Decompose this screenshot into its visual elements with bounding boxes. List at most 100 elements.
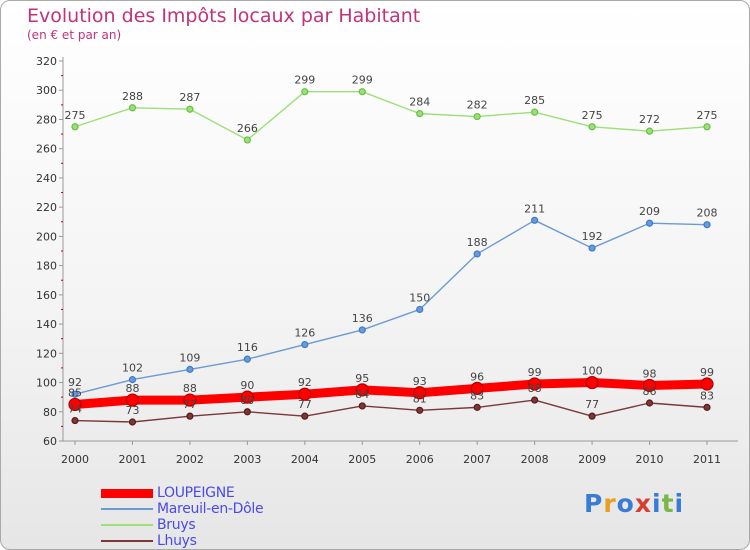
data-point (528, 377, 542, 391)
data-point (125, 393, 140, 407)
data-point (416, 406, 424, 414)
legend-item: Lhuys (101, 533, 263, 549)
logo-letter: r (603, 489, 617, 518)
x-tick-label: 2003 (233, 453, 261, 466)
data-point (358, 402, 366, 410)
legend-swatch (101, 488, 153, 498)
logo-letter: o (616, 489, 635, 518)
data-label: 275 (697, 109, 718, 122)
legend-item: LOUPEIGNE (101, 485, 263, 501)
y-tick-label: 300 (36, 84, 57, 97)
x-tick-label: 2001 (118, 453, 146, 466)
data-label: 209 (639, 205, 660, 218)
data-point (68, 397, 82, 412)
data-point (71, 390, 79, 398)
data-label: 275 (582, 109, 603, 122)
logo-letter: i (674, 489, 685, 518)
data-point (473, 112, 481, 121)
data-point (301, 412, 309, 420)
data-label: 299 (294, 74, 315, 87)
legend: LOUPEIGNE Mareuil-en-Dôle Bruys Lhuys (101, 485, 264, 549)
x-tick-label: 2008 (521, 453, 549, 466)
x-tick-label: 2010 (636, 453, 664, 466)
data-label: 83 (470, 389, 484, 402)
data-label: 93 (413, 375, 427, 388)
data-point (416, 110, 424, 118)
y-tick-label: 280 (36, 113, 57, 126)
data-point (186, 365, 194, 373)
y-tick-label: 140 (36, 318, 57, 331)
legend-label: Mareuil-en-Dôle (157, 501, 264, 517)
x-tick-label: 2011 (693, 453, 721, 466)
data-point (645, 127, 654, 135)
legend-swatch (101, 524, 153, 526)
y-tick-label: 240 (36, 172, 57, 185)
data-point (703, 123, 711, 131)
proxiti-logo: Proxiti (584, 489, 684, 518)
data-label: 77 (298, 398, 312, 411)
data-label: 285 (524, 94, 545, 107)
series-line (70, 378, 712, 409)
data-point (473, 403, 481, 411)
data-label: 88 (183, 382, 197, 395)
data-label: 116 (237, 341, 258, 354)
data-label: 73 (125, 404, 139, 417)
data-point (585, 375, 599, 390)
data-label: 98 (643, 367, 657, 380)
y-tick-label: 260 (36, 143, 57, 156)
data-label: 88 (528, 382, 542, 395)
data-label: 99 (700, 366, 714, 379)
data-label: 95 (355, 372, 369, 385)
data-point (301, 88, 309, 96)
data-point (183, 393, 197, 407)
data-point (645, 399, 654, 407)
data-point (588, 244, 596, 252)
data-label: 136 (352, 312, 373, 325)
data-label: 83 (700, 389, 714, 402)
data-label: 77 (585, 398, 599, 411)
legend-swatch (101, 540, 153, 542)
data-label: 208 (697, 207, 718, 220)
x-tick-label: 2005 (348, 453, 376, 466)
data-label: 284 (409, 96, 430, 109)
x-tick-label: 2002 (176, 453, 204, 466)
data-point (703, 221, 711, 229)
data-point (243, 355, 251, 363)
data-label: 81 (413, 392, 427, 405)
data-point (71, 416, 79, 425)
data-label: 282 (467, 99, 488, 112)
data-point (240, 390, 254, 404)
data-point (642, 378, 657, 393)
data-label: 90 (240, 379, 254, 392)
data-point (128, 418, 137, 426)
data-label: 77 (183, 398, 197, 411)
data-label: 86 (643, 385, 657, 398)
y-tick-label: 320 (36, 55, 57, 68)
data-label: 275 (65, 109, 86, 122)
data-point (128, 376, 137, 384)
series-line (74, 219, 708, 395)
data-label: 299 (352, 74, 373, 87)
data-point (703, 403, 711, 411)
data-point (588, 123, 596, 131)
data-label: 188 (467, 236, 488, 249)
data-point (531, 108, 539, 116)
data-label: 266 (237, 122, 258, 135)
data-label: 92 (298, 376, 312, 389)
chart-subtitle: (en € et par an) (27, 28, 122, 42)
y-tick-label: 180 (36, 260, 57, 273)
data-label: 100 (582, 365, 603, 378)
legend-swatch (101, 508, 153, 510)
data-point (355, 383, 369, 397)
data-label: 88 (125, 382, 139, 395)
data-label: 85 (68, 386, 82, 399)
x-tick-label: 2007 (463, 453, 491, 466)
x-tick-label: 2009 (578, 453, 606, 466)
data-point (531, 216, 539, 224)
legend-label: Bruys (157, 517, 196, 533)
data-label: 109 (179, 351, 200, 364)
data-point (186, 412, 194, 420)
data-point (645, 219, 654, 227)
data-label: 80 (240, 394, 254, 407)
